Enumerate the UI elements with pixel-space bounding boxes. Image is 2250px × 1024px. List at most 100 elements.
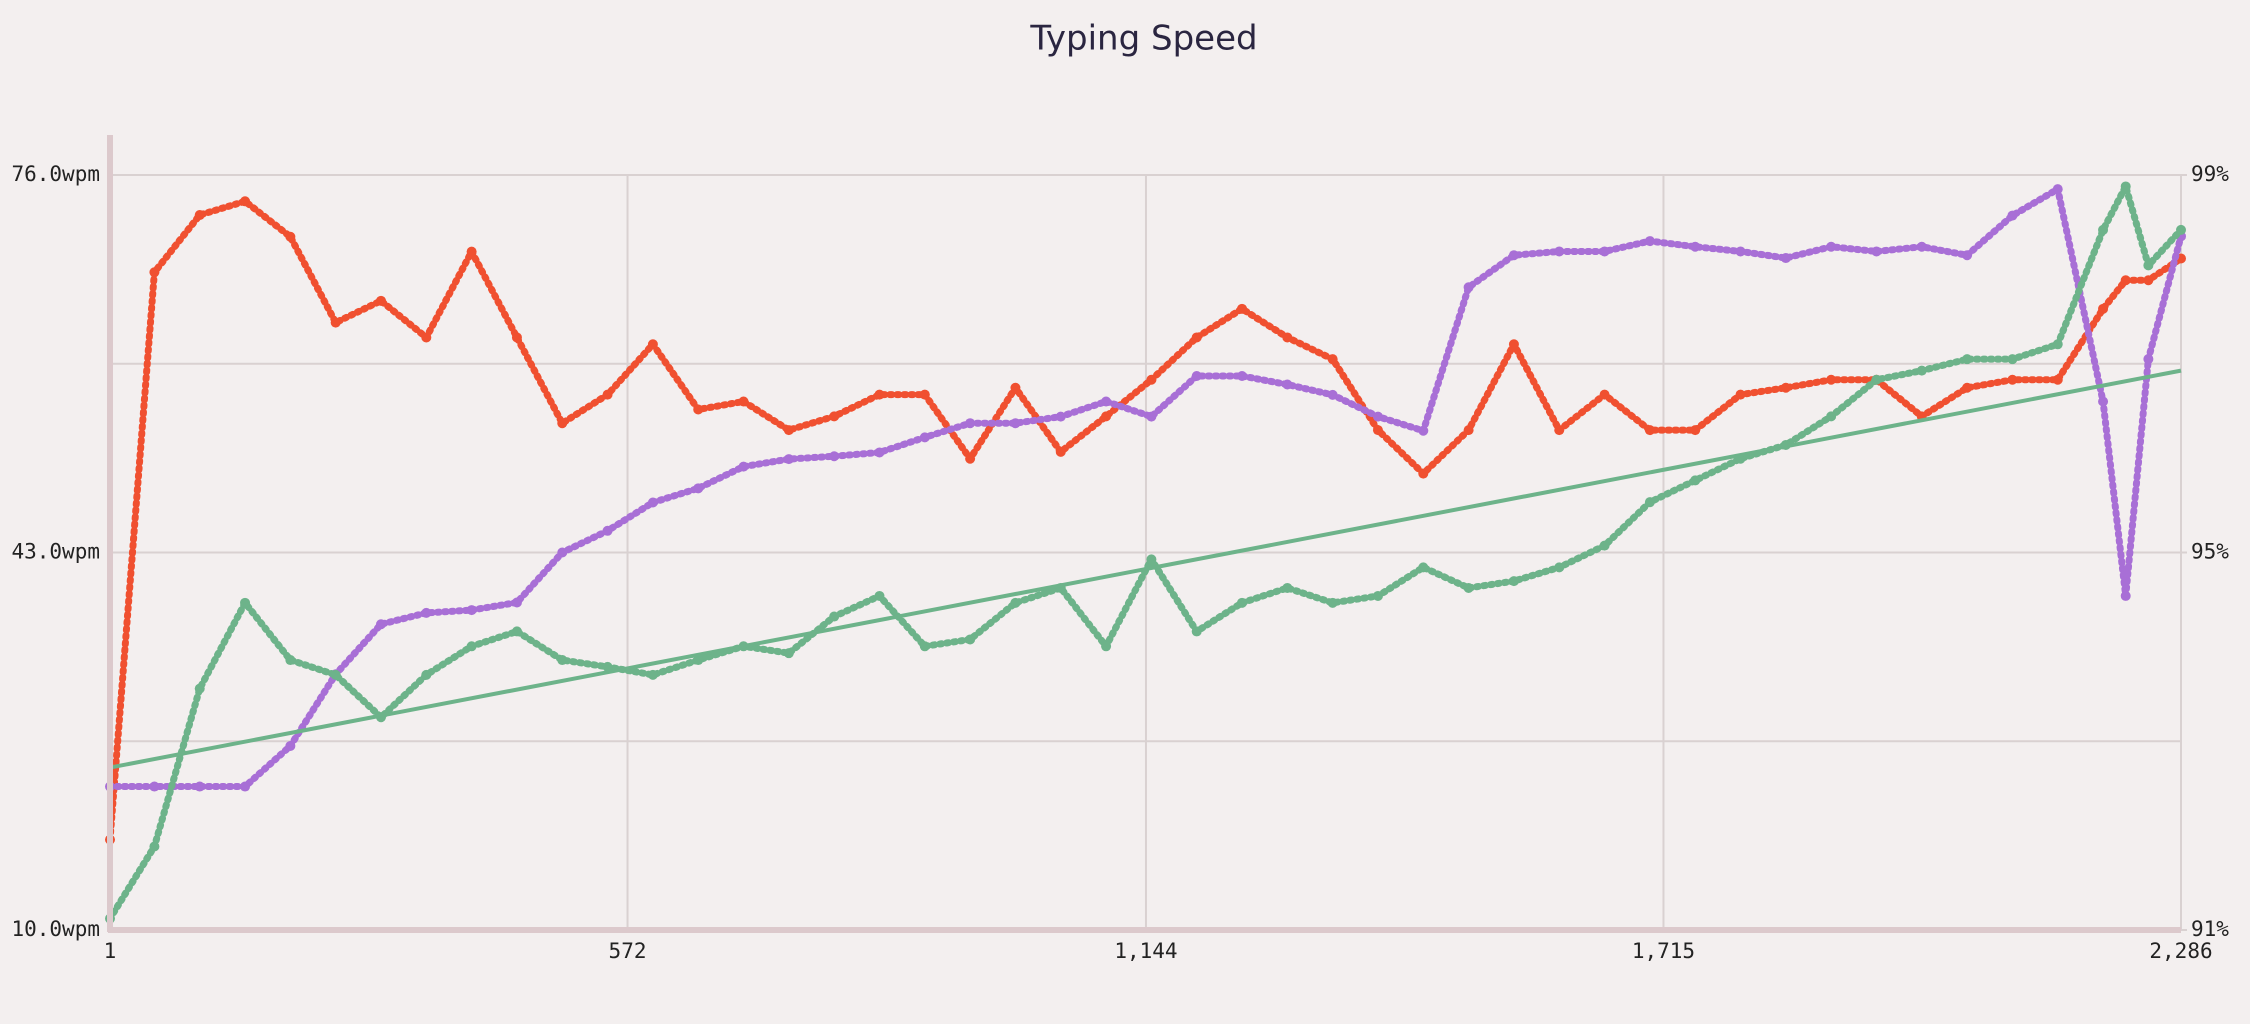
x-tick-label: 1 [104,939,117,963]
data-point [1010,597,1021,608]
data-point [647,339,658,350]
data-point [285,231,296,242]
data-point [2120,590,2131,601]
data-point [647,497,658,508]
data-point [919,389,930,400]
data-point [511,332,522,343]
data-point [2007,354,2018,365]
data-point [2098,396,2109,407]
trend-line [109,368,2182,770]
data-point [1237,303,1248,314]
data-point [829,411,840,422]
data-point [421,332,432,343]
data-point [194,683,205,694]
data-point [1644,425,1655,436]
y2-tick-label: 95% [2191,540,2229,564]
data-point [1962,354,1973,365]
data-point [602,389,613,400]
data-point [1282,379,1293,390]
data-point [1372,425,1383,436]
data-point [240,781,251,792]
data-point [421,669,432,680]
data-point [1554,562,1565,573]
data-point [1146,374,1157,385]
data-point [1735,246,1746,257]
data-point [1599,540,1610,551]
chart-title: Typing Speed [1029,19,1257,59]
data-point [1463,282,1474,293]
data-point [783,454,794,465]
data-point [1554,425,1565,436]
data-point [1463,582,1474,593]
data-point [1554,246,1565,257]
data-point [602,525,613,536]
data-point [738,396,749,407]
data-point [375,295,386,306]
data-point [2052,374,2063,385]
data-point [1237,371,1248,382]
data-point [2143,354,2154,365]
data-point [1327,354,1338,365]
x-tick-label: 1,715 [1632,939,1695,963]
data-point [829,611,840,622]
data-point [693,404,704,415]
data-point [421,607,432,618]
data-point [1826,374,1837,385]
data-point [1146,411,1157,422]
data-point [1508,339,1519,350]
x-tick-label: 1,144 [1114,939,1177,963]
data-point [1508,250,1519,261]
data-point [693,655,704,666]
data-point [1055,446,1066,457]
data-point [2098,303,2109,314]
data-point [149,841,160,852]
data-point [874,447,885,458]
data-point [1644,236,1655,247]
data-point [1146,554,1157,565]
data-point [829,451,840,462]
data-point [1055,411,1066,422]
data-point [1101,396,1112,407]
data-point [874,389,885,400]
data-point [602,661,613,672]
data-point [2176,224,2186,235]
data-point [1826,411,1837,422]
data-point [2098,224,2109,235]
data-point [1916,241,1927,252]
data-point [194,210,205,221]
data-point [783,425,794,436]
data-point [466,605,477,616]
data-point [738,461,749,472]
x-tick-label: 2,286 [2149,939,2212,963]
data-point [874,590,885,601]
data-point [1418,425,1429,436]
data-point [557,655,568,666]
data-point [285,655,296,666]
data-point [1372,411,1383,422]
y2-tick-label: 99% [2191,162,2229,186]
series-line [106,185,2185,791]
data-point [1871,246,1882,257]
data-point [194,781,205,792]
data-point [1191,332,1202,343]
data-point [965,418,976,429]
data-point [1010,418,1021,429]
data-point [1327,389,1338,400]
data-point [2052,339,2063,350]
y-tick-label: 76.0wpm [11,162,100,186]
data-point [2120,181,2131,192]
data-point [1101,641,1112,652]
data-point [1191,371,1202,382]
data-point [1780,382,1791,393]
data-point [240,196,251,207]
data-point [1690,425,1701,436]
data-point [330,669,341,680]
data-point [919,641,930,652]
data-point [965,634,976,645]
x-tick-label: 572 [609,939,647,963]
series-line [106,197,2185,844]
data-point [1463,425,1474,436]
data-point [647,669,658,680]
series-line [106,182,2185,923]
data-point [1644,497,1655,508]
